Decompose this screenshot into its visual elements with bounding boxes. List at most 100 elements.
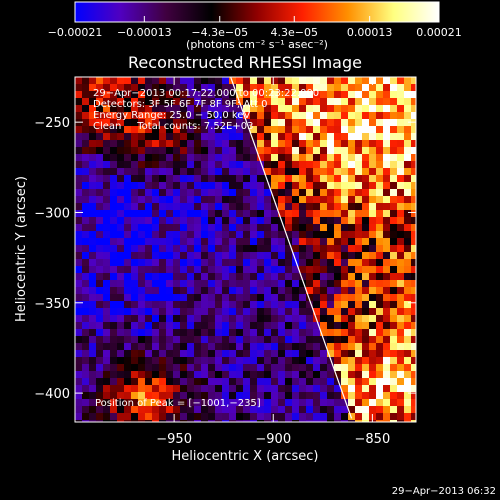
heatmap-cell: [369, 105, 377, 113]
heatmap-cell: [117, 350, 125, 358]
heatmap-cell: [96, 154, 104, 162]
heatmap-cell: [376, 196, 384, 204]
heatmap-cell: [166, 308, 174, 316]
heatmap-cell: [292, 154, 300, 162]
heatmap-cell: [348, 266, 356, 274]
heatmap-cell: [194, 364, 202, 372]
heatmap-cell: [320, 301, 328, 309]
heatmap-cell: [278, 273, 286, 281]
heatmap-cell: [313, 378, 321, 386]
heatmap-cell: [173, 357, 181, 365]
heatmap-cell: [257, 280, 265, 288]
heatmap-cell: [180, 413, 188, 421]
heatmap-cell: [180, 420, 188, 422]
heatmap-cell: [103, 329, 111, 337]
heatmap-cell: [82, 98, 90, 106]
heatmap-cell: [117, 133, 125, 141]
heatmap-cell: [166, 147, 174, 155]
heatmap-cell: [390, 420, 398, 422]
heatmap-cell: [215, 217, 223, 225]
heatmap-cell: [194, 168, 202, 176]
heatmap-cell: [285, 119, 293, 127]
heatmap-cell: [117, 245, 125, 253]
heatmap-cell: [145, 308, 153, 316]
heatmap-cell: [397, 98, 405, 106]
heatmap-cell: [250, 196, 258, 204]
heatmap-cell: [257, 350, 265, 358]
heatmap-cell: [152, 238, 160, 246]
heatmap-cell: [222, 329, 230, 337]
heatmap-cell: [243, 399, 251, 407]
heatmap-cell: [229, 364, 237, 372]
heatmap-cell: [257, 357, 265, 365]
heatmap-cell: [327, 413, 335, 421]
heatmap-cell: [250, 238, 258, 246]
heatmap-cell: [397, 252, 405, 260]
heatmap-cell: [82, 238, 90, 246]
heatmap-cell: [208, 413, 216, 421]
heatmap-cell: [348, 161, 356, 169]
heatmap-cell: [75, 280, 83, 288]
heatmap-cell: [383, 133, 391, 141]
heatmap-cell: [82, 406, 90, 414]
heatmap-cell: [257, 343, 265, 351]
heatmap-cell: [103, 336, 111, 344]
heatmap-cell: [201, 294, 209, 302]
heatmap-cell: [299, 294, 307, 302]
heatmap-cell: [117, 161, 125, 169]
heatmap-cell: [103, 301, 111, 309]
heatmap-cell: [124, 392, 132, 400]
heatmap-cell: [285, 175, 293, 183]
heatmap-cell: [271, 91, 279, 99]
heatmap-cell: [264, 119, 272, 127]
heatmap-cell: [264, 231, 272, 239]
heatmap-cell: [82, 413, 90, 421]
heatmap-cell: [82, 392, 90, 400]
heatmap-cell: [397, 161, 405, 169]
heatmap-cell: [187, 252, 195, 260]
heatmap-cell: [110, 420, 118, 422]
heatmap-cell: [278, 133, 286, 141]
heatmap-cell: [250, 399, 258, 407]
heatmap-cell: [397, 217, 405, 225]
heatmap-cell: [187, 154, 195, 162]
heatmap-cell: [152, 175, 160, 183]
heatmap-cell: [285, 259, 293, 267]
heatmap-cell: [397, 126, 405, 134]
heatmap-cell: [229, 168, 237, 176]
heatmap-cell: [180, 147, 188, 155]
heatmap-cell: [299, 189, 307, 197]
heatmap-cell: [236, 196, 244, 204]
heatmap-cell: [222, 294, 230, 302]
heatmap-cell: [159, 336, 167, 344]
heatmap-cell: [341, 126, 349, 134]
heatmap-cell: [201, 91, 209, 99]
heatmap-cell: [299, 224, 307, 232]
heatmap-cell: [334, 189, 342, 197]
heatmap-cell: [222, 77, 230, 85]
heatmap-cell: [131, 301, 139, 309]
heatmap-cell: [145, 196, 153, 204]
heatmap-cell: [348, 112, 356, 120]
heatmap-cell: [327, 217, 335, 225]
heatmap-cell: [215, 322, 223, 330]
annotation-detectors: Detectors: 3F 5F 6F 7F 8F 9F; Att 0: [93, 99, 268, 110]
heatmap-cell: [299, 196, 307, 204]
heatmap-cell: [397, 84, 405, 92]
heatmap-cell: [75, 91, 83, 99]
heatmap-cell: [82, 357, 90, 365]
heatmap-cell: [376, 182, 384, 190]
heatmap-cell: [327, 420, 335, 422]
heatmap-cell: [75, 336, 83, 344]
heatmap-cell: [278, 343, 286, 351]
heatmap-cell: [411, 231, 416, 239]
heatmap-cell: [243, 322, 251, 330]
heatmap-cell: [390, 217, 398, 225]
heatmap-cell: [138, 287, 146, 295]
heatmap-cell: [285, 112, 293, 120]
heatmap-cell: [285, 189, 293, 197]
heatmap-cell: [89, 224, 97, 232]
heatmap-cell: [159, 259, 167, 267]
heatmap-cell: [271, 399, 279, 407]
heatmap-cell: [131, 231, 139, 239]
